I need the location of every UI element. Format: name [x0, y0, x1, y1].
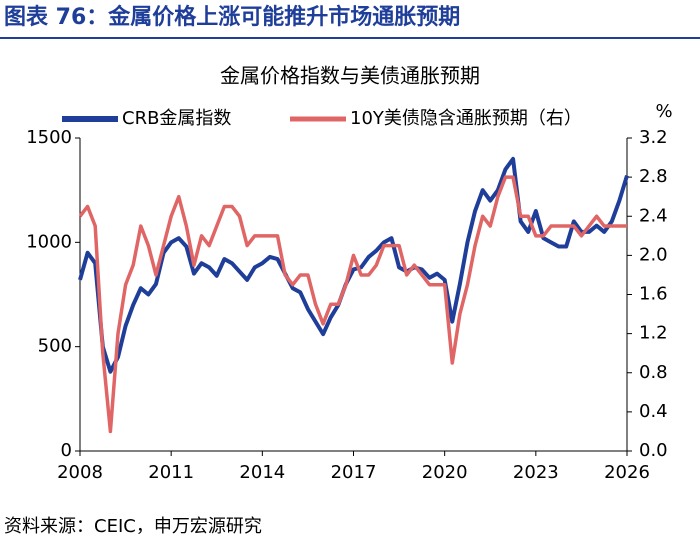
source: 资料来源：CEIC，申万宏源研究 — [4, 516, 262, 537]
x-tick-label: 2014 — [239, 462, 285, 483]
y-tick-label: 1000 — [26, 231, 72, 252]
y2-tick-label: 0.4 — [639, 401, 668, 422]
y-tick-label: 0 — [61, 440, 72, 461]
y-tick-label: 500 — [38, 336, 72, 357]
y2-tick-label: 1.2 — [639, 323, 668, 344]
legend-label: 10Y美债隐含通胀预期（右） — [350, 108, 582, 129]
x-tick-label: 2026 — [604, 462, 650, 483]
chart-title: 金属价格指数与美债通胀预期 — [220, 64, 480, 88]
x-tick-label: 2017 — [331, 462, 377, 483]
y2-tick-label: 1.6 — [639, 284, 668, 305]
x-tick-label: 2011 — [148, 462, 194, 483]
figure-title: 图表 76：金属价格上涨可能推升市场通胀预期 — [4, 4, 460, 30]
series-line — [78, 175, 627, 434]
y2-unit: % — [655, 101, 672, 122]
x-tick-label: 2020 — [422, 462, 468, 483]
series-line — [78, 156, 629, 374]
x-tick-label: 2023 — [513, 462, 559, 483]
x-tick-label: 2008 — [57, 462, 103, 483]
y2-tick-label: 3.2 — [639, 127, 668, 148]
y2-tick-label: 2.4 — [639, 205, 668, 226]
y-tick-label: 1500 — [26, 127, 72, 148]
legend-label: CRB金属指数 — [122, 108, 231, 129]
y2-tick-label: 2.0 — [639, 244, 668, 265]
y2-tick-label: 2.8 — [639, 166, 668, 187]
y2-tick-label: 0.0 — [639, 440, 668, 461]
y2-tick-label: 0.8 — [639, 362, 668, 383]
